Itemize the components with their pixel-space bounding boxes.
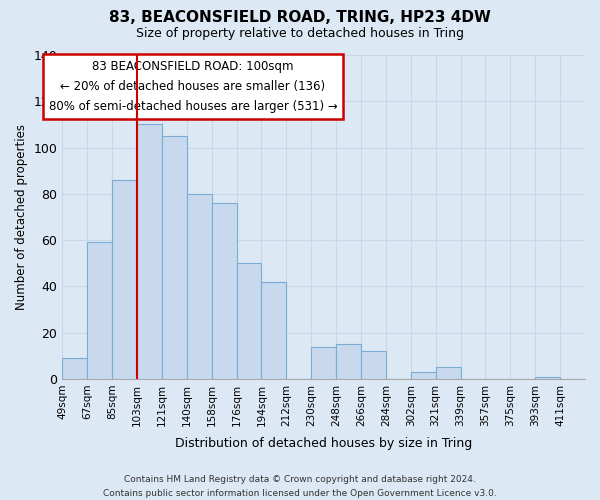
Bar xyxy=(112,180,137,379)
Bar xyxy=(336,344,361,379)
Text: 83 BEACONSFIELD ROAD: 100sqm
← 20% of detached houses are smaller (136)
80% of s: 83 BEACONSFIELD ROAD: 100sqm ← 20% of de… xyxy=(49,60,337,112)
Bar xyxy=(411,372,436,379)
Y-axis label: Number of detached properties: Number of detached properties xyxy=(15,124,28,310)
Text: Size of property relative to detached houses in Tring: Size of property relative to detached ho… xyxy=(136,28,464,40)
Bar xyxy=(187,194,212,379)
Bar xyxy=(535,376,560,379)
Bar xyxy=(436,368,461,379)
Bar xyxy=(262,282,286,379)
Text: 83, BEACONSFIELD ROAD, TRING, HP23 4DW: 83, BEACONSFIELD ROAD, TRING, HP23 4DW xyxy=(109,10,491,25)
Bar xyxy=(361,351,386,379)
Bar xyxy=(236,263,262,379)
Bar xyxy=(87,242,112,379)
Bar xyxy=(137,124,162,379)
Text: Contains HM Land Registry data © Crown copyright and database right 2024.
Contai: Contains HM Land Registry data © Crown c… xyxy=(103,476,497,498)
Bar xyxy=(162,136,187,379)
Bar xyxy=(62,358,87,379)
Bar xyxy=(311,346,336,379)
X-axis label: Distribution of detached houses by size in Tring: Distribution of detached houses by size … xyxy=(175,437,472,450)
Bar xyxy=(212,203,236,379)
